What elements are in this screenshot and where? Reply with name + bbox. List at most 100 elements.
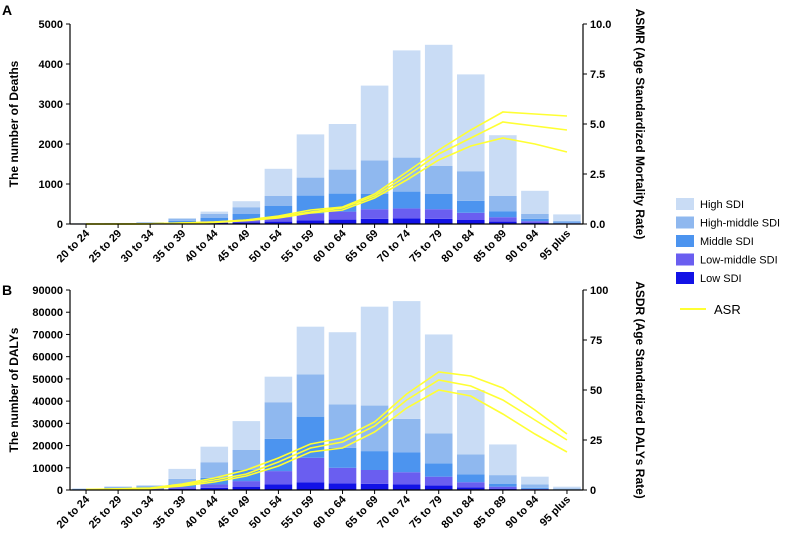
bar-segment-low-middle-sdi-7 [296, 457, 325, 483]
x-tick-label: 65 to 69 [343, 228, 380, 265]
bar-segment-middle-sdi-14 [521, 487, 549, 489]
bar-segment-high-middle-sdi-2 [136, 222, 164, 223]
bar-segment-high-middle-sdi-14 [521, 214, 549, 219]
bar-segment-middle-sdi-5 [232, 214, 261, 220]
bar-segment-middle-sdi-8 [328, 447, 357, 468]
bar-segment-high-middle-sdi-15 [553, 488, 581, 490]
x-tick-label: 90 to 94 [504, 227, 542, 265]
y-tick-label: 2000 [39, 139, 63, 151]
bar-segment-middle-sdi-15 [553, 222, 581, 224]
bar-segment-middle-sdi-4 [200, 218, 229, 222]
bar-segment-low-middle-sdi-5 [232, 481, 261, 487]
bar-segment-middle-sdi-9 [360, 451, 389, 470]
bar-segment-middle-sdi-11 [424, 194, 453, 210]
x-tick-label: 70 to 74 [375, 227, 413, 265]
bar-segment-high-sdi-7 [296, 134, 325, 178]
bar-segment-low-sdi-12 [456, 487, 485, 490]
bar-segment-high-sdi-3 [168, 468, 196, 479]
y2-tick-label: 25 [590, 435, 602, 447]
bar-segment-low-middle-sdi-14 [521, 221, 549, 223]
y-tick-label: 60000 [32, 352, 63, 364]
bar-segment-high-sdi-9 [360, 306, 389, 406]
y2-tick-label: 5.0 [590, 119, 605, 131]
bar-segment-high-sdi-5 [232, 201, 261, 208]
y-tick-label: 70000 [32, 329, 63, 341]
bar-segment-low-middle-sdi-10 [392, 208, 421, 219]
bar-segment-high-sdi-15 [553, 214, 581, 221]
bar-segment-low-middle-sdi-6 [264, 471, 293, 485]
x-tick-label: 70 to 74 [375, 493, 413, 531]
bar-segment-high-middle-sdi-3 [168, 478, 196, 485]
y-tick-label: 40000 [32, 396, 63, 408]
x-tick-label: 30 to 34 [119, 493, 157, 531]
bar-segment-low-sdi-10 [392, 484, 421, 490]
bar-segment-high-sdi-5 [232, 421, 261, 450]
y-tick-label: 80000 [32, 307, 63, 319]
y2-tick-label: 7.5 [590, 69, 605, 81]
bar-segment-high-middle-sdi-12 [456, 454, 485, 475]
x-tick-label: 60 to 64 [311, 227, 349, 265]
x-tick-label: 40 to 44 [183, 493, 221, 531]
bar-segment-low-sdi-11 [424, 485, 453, 490]
x-tick-label: 85 to 89 [472, 494, 509, 531]
legend-label-3: Low-middle SDI [700, 255, 778, 267]
x-tick-label: 60 to 64 [311, 493, 349, 531]
legend-swatch-0 [676, 198, 694, 210]
x-tick-label: 50 to 54 [247, 493, 285, 531]
bar-segment-low-sdi-12 [456, 220, 485, 224]
y-tick-label: 5000 [39, 19, 63, 31]
x-tick-label: 35 to 39 [151, 228, 188, 265]
bar-segment-high-middle-sdi-15 [553, 220, 581, 223]
x-tick-label: 95 plus [538, 494, 573, 529]
bar-segment-middle-sdi-10 [392, 191, 421, 209]
bars-group [72, 301, 581, 490]
y-tick-label: 3000 [39, 99, 63, 111]
bar-segment-high-sdi-13 [489, 135, 517, 196]
bar-segment-high-middle-sdi-7 [296, 177, 325, 196]
bar-segment-high-middle-sdi-6 [264, 196, 293, 206]
legend-swatch-4 [676, 272, 694, 284]
panel-label: A [2, 2, 12, 18]
y-tick-label: 0 [57, 219, 63, 231]
y-tick-label: 4000 [39, 59, 63, 71]
legend-label-2: Middle SDI [700, 236, 754, 248]
y-axis-title: The number of DALYs [7, 327, 21, 452]
x-tick-label: 30 to 34 [119, 227, 157, 265]
bar-segment-middle-sdi-12 [456, 474, 485, 483]
asr-line-3 [86, 389, 568, 491]
bar-segment-high-middle-sdi-12 [456, 171, 485, 201]
bar-segment-high-middle-sdi-11 [424, 166, 453, 194]
bar-segment-low-sdi-8 [328, 219, 357, 224]
legend: High SDI High-middle SDI Middle SDI Low-mid… [676, 198, 780, 317]
y2-tick-label: 10.0 [590, 19, 611, 31]
bar-segment-high-sdi-12 [456, 390, 485, 455]
x-tick-label: 55 to 59 [279, 494, 316, 531]
bar-segment-low-middle-sdi-9 [360, 470, 389, 484]
y-tick-label: 50000 [32, 374, 63, 386]
bar-segment-low-sdi-9 [360, 483, 389, 490]
bar-segment-high-middle-sdi-5 [232, 207, 261, 214]
panel-b-chart: B 0 10000 20000 30000 40000 50000 60000 70000 800… [2, 281, 647, 531]
bar-segment-high-middle-sdi-13 [489, 475, 517, 484]
bar-segment-low-middle-sdi-13 [489, 486, 517, 489]
bar-segment-low-sdi-6 [264, 484, 293, 490]
y-tick-label: 0 [57, 485, 63, 497]
legend-swatch-1 [676, 216, 694, 229]
bar-segment-high-middle-sdi-3 [168, 218, 196, 221]
bar-segment-high-middle-sdi-9 [360, 405, 389, 452]
y2-tick-label: 50 [590, 385, 602, 397]
bar-segment-low-sdi-11 [424, 218, 453, 224]
bar-segment-low-sdi-3 [168, 488, 196, 490]
bar-segment-high-middle-sdi-4 [200, 462, 229, 478]
bar-segment-middle-sdi-6 [264, 206, 293, 218]
y2-axis-title: ASMR (Age Standardized Mortality Rate) [633, 9, 647, 240]
bar-segment-high-sdi-4 [200, 211, 229, 214]
panel-label: B [2, 282, 12, 298]
y-tick-label: 10000 [32, 463, 63, 475]
bar-segment-high-sdi-10 [392, 301, 421, 419]
bar-segment-high-middle-sdi-1 [104, 486, 132, 488]
bar-segment-middle-sdi-13 [489, 484, 517, 487]
bar-segment-high-middle-sdi-2 [136, 485, 164, 488]
bar-segment-low-middle-sdi-13 [489, 217, 517, 222]
